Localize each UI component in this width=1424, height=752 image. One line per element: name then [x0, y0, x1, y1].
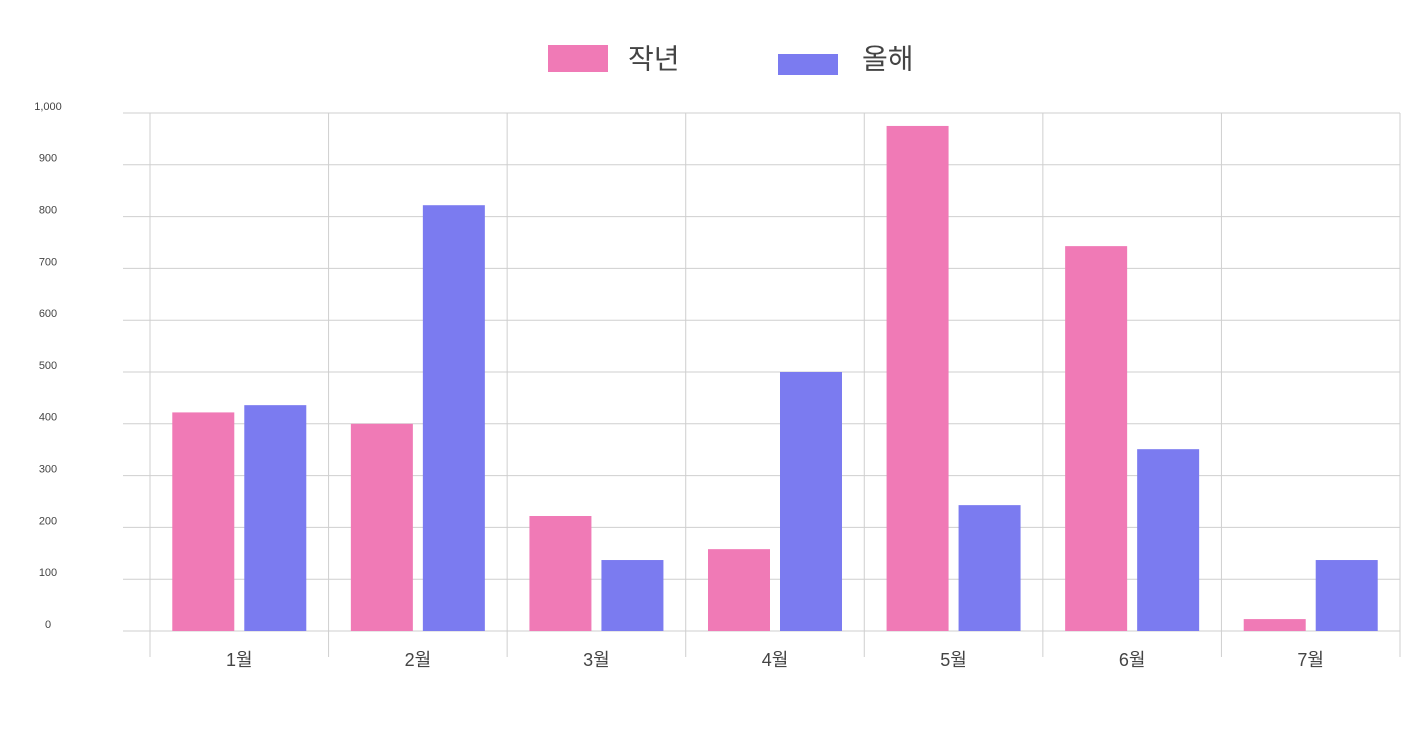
x-tick-label: 7월 — [1297, 650, 1324, 670]
y-tick-label: 500 — [39, 360, 57, 372]
legend-label: 올해 — [862, 43, 914, 74]
legend-swatch — [778, 54, 838, 75]
x-tick-label: 2월 — [405, 650, 432, 670]
x-tick-label: 1월 — [226, 650, 253, 670]
y-tick-label: 700 — [39, 256, 57, 268]
x-tick-label: 6월 — [1119, 650, 1146, 670]
y-tick-label: 400 — [39, 412, 57, 424]
bar — [1065, 246, 1128, 631]
y-tick-label: 800 — [39, 205, 57, 217]
bar — [780, 372, 842, 631]
y-tick-label: 100 — [39, 567, 57, 579]
bar — [350, 423, 413, 631]
bar — [708, 549, 770, 631]
legend-label: 작년 — [628, 43, 680, 74]
legend-swatch — [548, 45, 608, 72]
bar — [1137, 449, 1200, 631]
bar — [172, 412, 235, 631]
bar — [958, 505, 1021, 631]
bar — [601, 560, 664, 631]
y-tick-label: 300 — [39, 464, 57, 476]
bar — [529, 516, 592, 631]
y-tick-label: 200 — [39, 515, 57, 527]
y-tick-label: 600 — [39, 308, 57, 320]
y-tick-label: 0 — [45, 619, 51, 631]
y-tick-label: 1,000 — [34, 101, 62, 113]
bar — [244, 405, 307, 631]
x-tick-label: 3월 — [583, 650, 610, 670]
y-tick-label: 900 — [39, 153, 57, 165]
bar — [1243, 619, 1306, 631]
bar — [1315, 560, 1378, 631]
bar — [886, 125, 949, 631]
bar — [422, 205, 485, 632]
x-tick-label: 5월 — [940, 650, 967, 670]
x-tick-label: 4월 — [762, 650, 789, 670]
